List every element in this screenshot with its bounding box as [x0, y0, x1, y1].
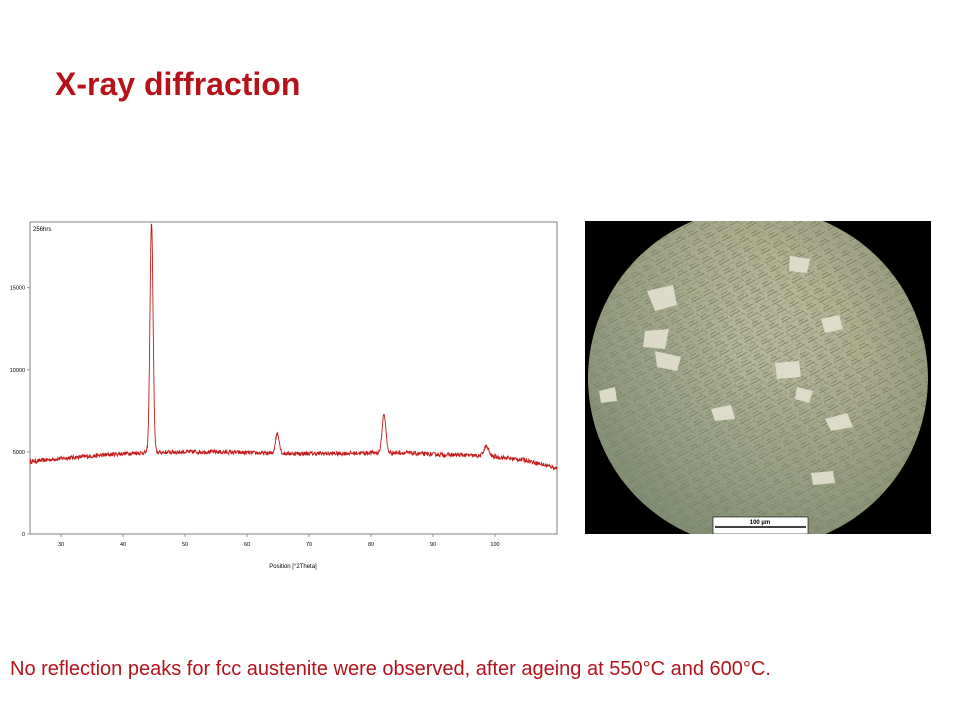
x-tick-label: 40 — [120, 542, 126, 548]
scale-bar: 100 µm — [712, 516, 809, 534]
y-tick-label: 15000 — [10, 286, 25, 292]
x-axis: 30 40 50 60 70 80 90 100 — [58, 534, 500, 548]
x-tick-label: 70 — [306, 542, 312, 548]
x-tick-label: 30 — [58, 542, 64, 548]
y-tick-label: 5000 — [13, 450, 25, 456]
x-tick-label: 60 — [244, 542, 250, 548]
slide-caption: No reflection peaks for fcc austenite we… — [10, 658, 771, 680]
slide-title: X-ray diffraction — [55, 66, 301, 102]
y-axis: 0 5000 10000 15000 — [10, 286, 30, 538]
chart-annotation: 256hrs — [33, 227, 51, 233]
diffraction-trace — [29, 223, 558, 471]
xrd-chart: 256hrs 0 5000 10000 15000 30 40 50 60 70 80 90 100… — [10, 221, 558, 570]
y-tick-label: 0 — [22, 532, 25, 538]
x-tick-label: 90 — [430, 542, 436, 548]
x-axis-label: Position [°2Theta] — [269, 564, 317, 570]
scale-bar-label: 100 µm — [750, 520, 770, 526]
y-tick-label: 10000 — [10, 368, 25, 374]
x-tick-label: 100 — [490, 542, 499, 548]
retained-phase-patches — [599, 256, 853, 485]
x-tick-label: 50 — [182, 542, 188, 548]
x-tick-label: 80 — [368, 542, 374, 548]
micrograph-image: 100 µm — [585, 221, 931, 534]
plot-frame — [29, 221, 558, 535]
